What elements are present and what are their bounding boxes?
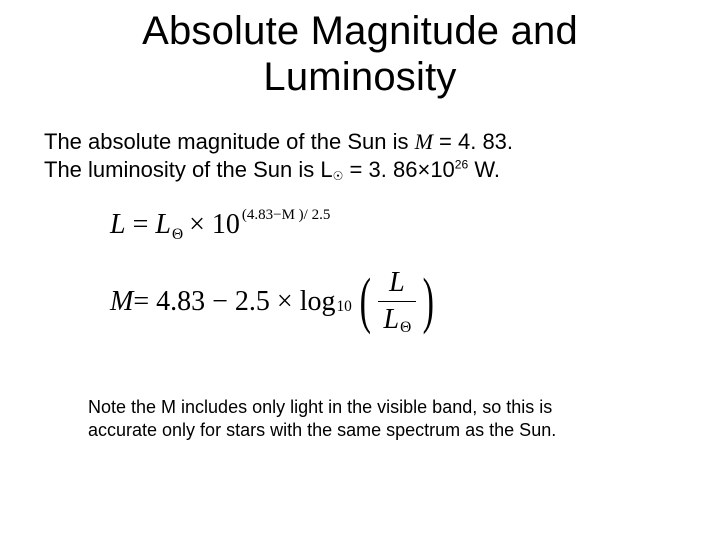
intro-line2: The luminosity of the Sun is L☉ = 3. 86×… (44, 156, 720, 184)
close-paren-icon: ) (423, 274, 434, 330)
intro-line1: The absolute magnitude of the Sun is M =… (44, 128, 720, 156)
title-line2: Luminosity (263, 55, 456, 99)
note-line2: accurate only for stars with the same sp… (88, 420, 556, 440)
note-line1: Note the M includes only light in the vi… (88, 397, 552, 417)
f2-frac-den-sub: Θ (400, 319, 411, 336)
intro-line2-base: 10 (430, 157, 454, 182)
intro-line2-mult: × (417, 157, 430, 182)
slide-title: Absolute Magnitude and Luminosity (0, 8, 720, 100)
f2-logsub: 10 (336, 298, 351, 316)
f2-frac-den-var: L (384, 304, 400, 335)
f1-mult: × (182, 209, 212, 240)
intro-line1-suffix: = 4. 83. (433, 129, 513, 154)
intro-line2-mid: = 3. 86 (343, 157, 417, 182)
intro-line2-exp: 26 (455, 157, 468, 171)
f2-frac-den: LΘ (378, 301, 417, 334)
f1-base: 10 (212, 209, 240, 240)
f2-paren-block: ( L LΘ ) (355, 269, 439, 334)
f1-body: L = LΘ × 10 (110, 211, 240, 239)
formula-magnitude: M = 4.83 − 2.5 × log10 ( L LΘ ) (110, 269, 720, 334)
f2-eqrhs: = 4.83 − 2.5 × log (133, 286, 335, 318)
slide: Absolute Magnitude and Luminosity The ab… (0, 8, 720, 548)
f2-frac-num: L (383, 269, 411, 301)
f1-exponent: (4.83−M )/ 2.5 (242, 207, 330, 224)
f1-rhs-var: L (155, 209, 171, 240)
formula-region: L = LΘ × 10 (4.83−M )/ 2.5 M = 4.83 − 2.… (110, 211, 720, 334)
intro-line2-suffix: W. (468, 157, 500, 182)
f1-eq: = (126, 209, 156, 240)
f1-rhs-sub: Θ (172, 226, 183, 243)
formula-luminosity: L = LΘ × 10 (4.83−M )/ 2.5 (110, 211, 720, 239)
open-paren-icon: ( (360, 274, 371, 330)
intro-text: The absolute magnitude of the Sun is M =… (44, 128, 720, 183)
footnote: Note the M includes only light in the vi… (88, 396, 650, 441)
intro-line1-var: M (415, 129, 433, 154)
f2-fraction: L LΘ (378, 269, 417, 334)
title-line1: Absolute Magnitude and (142, 9, 578, 53)
intro-line1-prefix: The absolute magnitude of the Sun is (44, 129, 415, 154)
f1-lhs: L (110, 209, 126, 240)
f2-lhs: M (110, 286, 133, 318)
intro-line2-prefix: The luminosity of the Sun is L (44, 157, 333, 182)
